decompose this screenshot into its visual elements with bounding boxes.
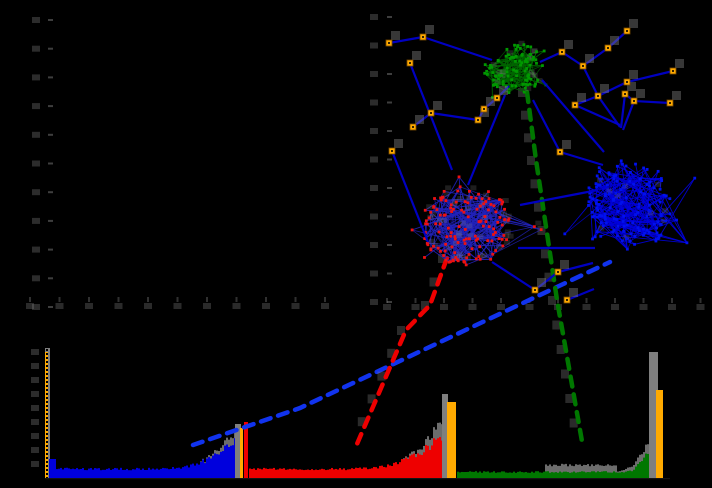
connector-lines — [190, 88, 613, 450]
axis-tick-smudges — [26, 14, 705, 467]
hub-nodes — [385, 19, 684, 304]
network-plot — [410, 40, 697, 267]
histogram-plot — [45, 348, 670, 480]
